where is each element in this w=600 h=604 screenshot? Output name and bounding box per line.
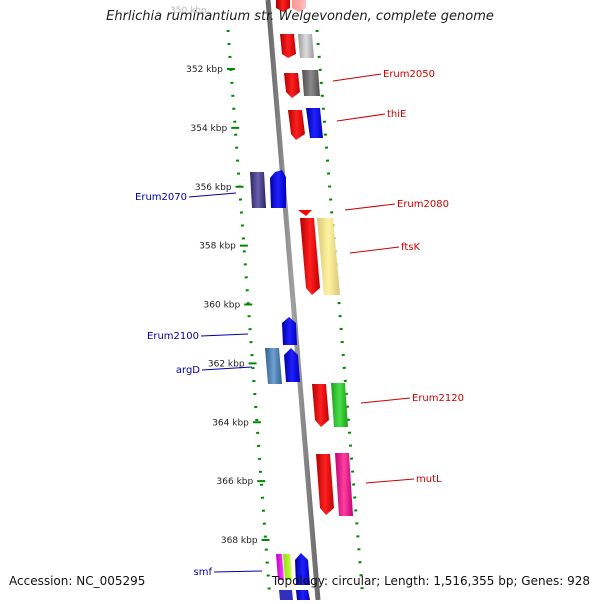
gene-label-argd[interactable]: argD: [176, 365, 200, 376]
gene-argd[interactable]: [265, 348, 282, 384]
gene-label-mutl[interactable]: mutL: [416, 474, 442, 485]
gene-label-connector: [344, 203, 396, 211]
gene-light-350[interactable]: [298, 34, 314, 58]
genome-title: Ehrlichia ruminantium str. Welgevonden, …: [106, 9, 494, 24]
gene-label-connector: [336, 113, 386, 122]
scale-label: 366 kbp: [217, 477, 254, 487]
gene-mutl-red[interactable]: [316, 454, 334, 515]
gene-bottom-2[interactable]: [296, 590, 310, 600]
scale-label: 362 kbp: [208, 359, 245, 369]
gene-mutl[interactable]: [335, 453, 353, 516]
accession-label: Accession: NC_005295: [9, 574, 146, 588]
genome-meta: Topology: circular; Length: 1,516,355 bp…: [271, 574, 590, 588]
gene-label-erum2100[interactable]: Erum2100: [147, 331, 199, 342]
gene-label-erum2050[interactable]: Erum2050: [383, 69, 435, 80]
gene-thie[interactable]: [306, 108, 323, 138]
scale-label: 354 kbp: [191, 124, 228, 134]
gene-red-350[interactable]: [280, 34, 296, 58]
gene-top-red[interactable]: [276, 0, 290, 12]
gene-label-connector: [201, 366, 253, 371]
gene-erum2080[interactable]: [298, 210, 312, 216]
scale-label: 352 kbp: [186, 65, 223, 75]
gene-thie-red[interactable]: [288, 110, 305, 140]
gene-erum2050-red[interactable]: [284, 73, 300, 98]
gene-argd-blue[interactable]: [284, 348, 300, 382]
scale-label: 364 kbp: [212, 418, 249, 428]
gene-top-pink[interactable]: [292, 0, 306, 12]
gene-erum2070[interactable]: [250, 172, 266, 208]
gene-smf[interactable]: [295, 553, 310, 585]
gene-label-smf[interactable]: smf: [194, 567, 213, 578]
gene-label-connector: [365, 478, 415, 484]
gene-label-connector: [200, 333, 249, 337]
gene-label-erum2120[interactable]: Erum2120: [412, 393, 464, 404]
gene-erum2050[interactable]: [302, 70, 320, 96]
gene-smf-magenta[interactable]: [276, 554, 284, 580]
gene-erum2120[interactable]: [331, 383, 348, 427]
gene-erum2100[interactable]: [282, 317, 297, 345]
gene-label-thie[interactable]: thiE: [387, 109, 406, 120]
scale-label: 358 kbp: [199, 242, 236, 252]
genome-backbone: [265, 0, 321, 601]
gene-erum2120-red[interactable]: [312, 384, 329, 427]
scale-label: 356 kbp: [195, 183, 232, 193]
left-dotted-guide: [226, 29, 272, 601]
gene-ftsk[interactable]: [317, 218, 340, 295]
gene-smf-lime[interactable]: [283, 554, 292, 580]
gene-label-connector: [332, 73, 382, 82]
gene-label-erum2070[interactable]: Erum2070: [135, 192, 187, 203]
scale-label-top: 350 kbp: [170, 6, 207, 16]
gene-erum2070-blue[interactable]: [270, 170, 286, 208]
gene-label-connector: [213, 570, 263, 573]
gene-label-erum2080[interactable]: Erum2080: [397, 199, 449, 210]
gene-label-ftsk[interactable]: ftsK: [401, 242, 420, 253]
gene-ftsk-red[interactable]: [300, 218, 320, 295]
gene-label-connector: [188, 192, 237, 198]
gene-label-connector: [349, 246, 400, 254]
gene-bottom-1[interactable]: [279, 590, 293, 600]
scale-label: 360 kbp: [204, 301, 241, 311]
gene-label-connector: [360, 397, 411, 404]
scale-label: 368 kbp: [221, 536, 258, 546]
